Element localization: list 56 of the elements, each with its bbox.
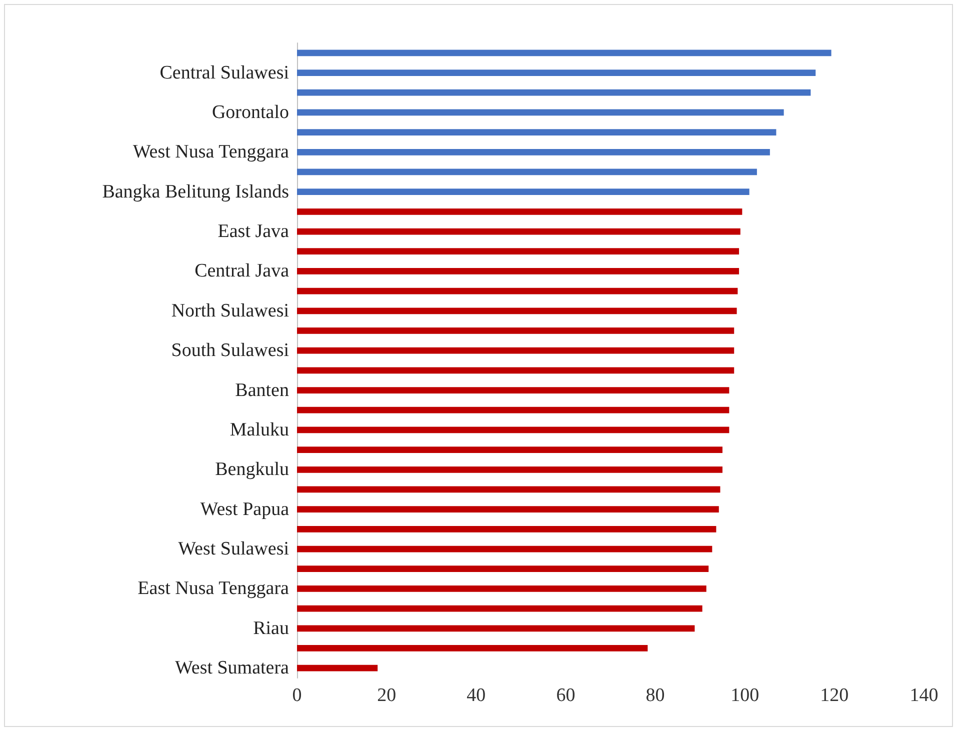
y-tick-label: West Papua — [200, 498, 290, 520]
x-tick-label: 120 — [820, 685, 849, 706]
x-tick-label: 140 — [910, 685, 938, 706]
bar — [297, 566, 709, 572]
bar — [297, 148, 770, 156]
y-tick-label: Central Sulawesi — [160, 62, 289, 84]
bar — [297, 664, 378, 672]
y-tick-label: South Sulawesi — [171, 340, 289, 362]
bar — [297, 228, 740, 235]
bar — [297, 268, 740, 274]
y-tick-label: Maluku — [230, 419, 290, 440]
bar — [297, 129, 776, 136]
y-tick-label: East Java — [218, 221, 290, 242]
y-tick-label: Central Java — [194, 260, 290, 282]
y-tick-label: Gorontalo — [212, 102, 289, 123]
bar — [297, 486, 720, 493]
bar — [297, 89, 811, 96]
y-tick-label: Bengkulu — [215, 459, 290, 480]
bar — [297, 288, 738, 294]
y-tick-label: Banten — [235, 380, 290, 401]
y-tick-label: North Sulawesi — [171, 300, 289, 322]
bar — [297, 586, 706, 592]
x-tick-label: 0 — [292, 685, 302, 706]
bar — [297, 406, 730, 414]
bar — [297, 208, 742, 215]
bar — [297, 446, 722, 453]
y-tick-label: West Sumatera — [174, 658, 290, 679]
x-tick-label: 100 — [730, 685, 760, 706]
bar — [297, 248, 740, 255]
bar — [297, 168, 757, 176]
bar — [297, 328, 734, 334]
x-tick-label: 80 — [646, 685, 665, 706]
bar — [297, 387, 730, 394]
bar — [297, 466, 722, 473]
bar — [297, 645, 648, 652]
bar — [297, 347, 734, 354]
bar — [297, 426, 730, 434]
y-tick-label: West Nusa Tenggara — [132, 142, 290, 163]
bar — [297, 188, 750, 196]
bar — [297, 506, 719, 513]
bar — [297, 308, 737, 314]
y-tick-label: East Nusa Tenggara — [138, 578, 290, 600]
bar — [297, 605, 702, 612]
x-tick-label: 60 — [556, 685, 576, 706]
y-tick-label: Bangka Belitung Islands — [102, 181, 289, 202]
x-tick-label: 20 — [377, 685, 396, 706]
bar — [297, 546, 712, 552]
bar — [297, 109, 784, 116]
bar — [297, 70, 816, 76]
bar — [297, 50, 832, 56]
y-tick-label: Riau — [253, 618, 290, 639]
bar — [297, 367, 734, 374]
bar — [297, 526, 716, 532]
bar — [297, 625, 695, 632]
y-tick-label: West Sulawesi — [178, 538, 289, 560]
x-tick-label: 40 — [466, 685, 486, 706]
